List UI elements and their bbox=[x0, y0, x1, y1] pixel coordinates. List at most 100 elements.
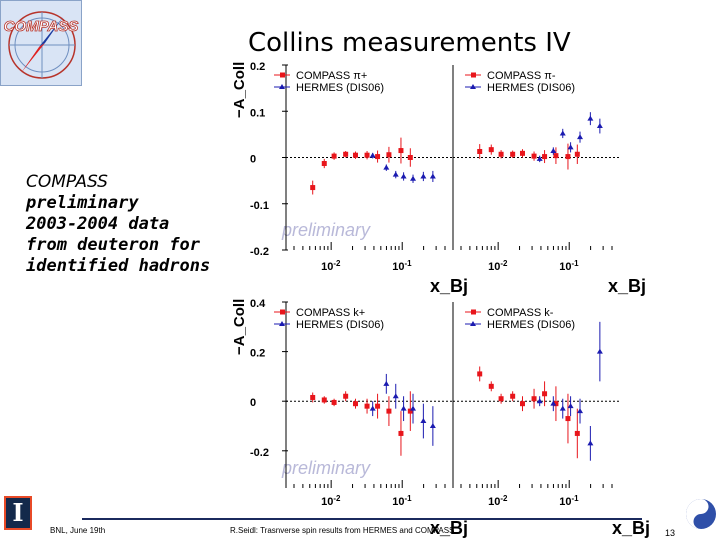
data-point bbox=[574, 151, 580, 157]
data-point bbox=[331, 153, 337, 159]
legend-label: COMPASS π- bbox=[487, 70, 556, 82]
data-point bbox=[596, 123, 603, 129]
x-tick-label: 10-1 bbox=[392, 259, 412, 273]
data-point bbox=[574, 430, 580, 436]
data-point bbox=[310, 185, 316, 191]
data-point bbox=[559, 130, 566, 136]
data-point bbox=[531, 396, 537, 402]
side-line-2: preliminary bbox=[26, 193, 139, 213]
legend-label: HERMES (DIS06) bbox=[487, 82, 575, 94]
data-point bbox=[383, 380, 390, 386]
legend-marker bbox=[280, 72, 285, 78]
data-point bbox=[498, 151, 504, 157]
data-point bbox=[321, 161, 327, 167]
compass-logo-text: COMPASS bbox=[4, 18, 79, 35]
y-tick-label: 0 bbox=[250, 397, 256, 409]
data-point bbox=[553, 401, 559, 407]
data-point bbox=[542, 154, 548, 160]
legend-label: HERMES (DIS06) bbox=[487, 319, 575, 331]
kaon-chart: −A_Coll x_Bj x_Bj preliminary 0.4 0.2 0 -0.… bbox=[231, 298, 650, 538]
pion-xlabel-left: x_Bj bbox=[430, 276, 468, 296]
pion-ylabel: −A_Coll bbox=[231, 62, 248, 118]
x-tick-label: 10-1 bbox=[559, 494, 579, 508]
data-point bbox=[343, 393, 349, 399]
data-point bbox=[331, 399, 337, 405]
data-point bbox=[400, 173, 407, 179]
data-point bbox=[310, 394, 316, 400]
data-point bbox=[567, 403, 574, 409]
data-point bbox=[488, 383, 494, 389]
data-point bbox=[400, 405, 407, 411]
plot-area bbox=[230, 57, 678, 518]
legend-label: HERMES (DIS06) bbox=[296, 319, 384, 331]
kaon-ylabel: −A_Coll bbox=[231, 299, 248, 355]
data-point bbox=[420, 418, 427, 424]
data-point bbox=[407, 155, 413, 160]
pion-xlabel-right: x_Bj bbox=[608, 276, 646, 296]
footer-rule bbox=[82, 518, 642, 520]
data-point bbox=[477, 371, 483, 377]
legend-marker bbox=[471, 72, 476, 78]
side-line-1: COMPASS bbox=[26, 172, 108, 192]
data-point bbox=[410, 405, 417, 411]
legend-marker bbox=[471, 309, 476, 315]
data-point bbox=[596, 348, 603, 354]
data-point bbox=[392, 171, 399, 177]
compass-needle-north bbox=[39, 17, 63, 47]
footer-talk-title: R.Seidl: Trasnverse spin results from HE… bbox=[230, 526, 455, 535]
legend-label: COMPASS π+ bbox=[296, 70, 367, 82]
compass-logo: COMPASS bbox=[0, 0, 82, 86]
compass-logo-graphic: COMPASS bbox=[3, 11, 79, 79]
data-point bbox=[375, 403, 381, 409]
data-point bbox=[386, 408, 392, 414]
side-description: COMPASS preliminary 2003-2004 data from … bbox=[26, 172, 226, 277]
legend-marker bbox=[470, 84, 476, 89]
data-point bbox=[577, 408, 584, 414]
data-point bbox=[477, 148, 483, 154]
data-point bbox=[410, 175, 417, 181]
data-point bbox=[510, 393, 516, 399]
y-tick-label: -0.2 bbox=[250, 246, 269, 258]
data-point bbox=[519, 401, 525, 407]
data-point bbox=[321, 397, 327, 403]
legend-marker bbox=[279, 321, 285, 326]
page-number: 13 bbox=[665, 528, 676, 538]
side-line-3: 2003-2004 data bbox=[26, 214, 170, 234]
x-tick-label: 10-2 bbox=[321, 494, 341, 508]
data-point bbox=[386, 152, 392, 158]
x-tick-label: 10-1 bbox=[392, 494, 412, 508]
illinois-logo: I bbox=[4, 496, 32, 530]
data-point bbox=[375, 154, 381, 160]
data-point bbox=[498, 396, 504, 402]
data-point bbox=[567, 144, 574, 150]
data-point bbox=[407, 408, 413, 414]
data-point bbox=[383, 164, 390, 170]
kaon-xlabel-left: x_Bj bbox=[430, 518, 468, 538]
data-point bbox=[519, 150, 525, 156]
pion-watermark: preliminary bbox=[281, 220, 371, 240]
data-point bbox=[550, 148, 557, 154]
yin-yang-swirl bbox=[686, 499, 709, 529]
data-point bbox=[352, 401, 358, 407]
data-point bbox=[398, 430, 404, 436]
data-point bbox=[398, 148, 404, 154]
data-point bbox=[531, 153, 537, 159]
data-point bbox=[364, 403, 370, 409]
legend-marker bbox=[279, 84, 285, 89]
legend-marker bbox=[470, 321, 476, 326]
data-point bbox=[392, 393, 399, 399]
legend-label: COMPASS k+ bbox=[296, 307, 365, 319]
kaon-xlabel-right: x_Bj bbox=[612, 518, 650, 538]
legend-marker bbox=[280, 309, 285, 315]
data-point bbox=[553, 153, 559, 159]
data-point bbox=[352, 152, 358, 158]
yin-yang-logo bbox=[686, 499, 716, 529]
data-point bbox=[369, 405, 376, 411]
data-point bbox=[510, 151, 516, 157]
y-tick-label: 0.4 bbox=[250, 298, 266, 310]
y-tick-label: -0.1 bbox=[250, 200, 269, 212]
legend-label: HERMES (DIS06) bbox=[296, 82, 384, 94]
data-point bbox=[364, 152, 370, 158]
data-point bbox=[369, 152, 376, 158]
